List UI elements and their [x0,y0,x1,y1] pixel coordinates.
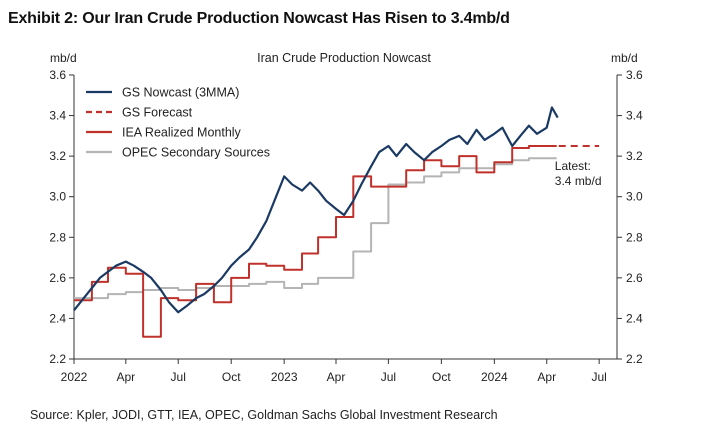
iran-production-chart: Iran Crude Production Nowcast mb/d mb/d … [49,51,643,384]
right-y-tick-label: 2.4 [626,311,643,325]
x-tick-label: 2023 [271,370,298,384]
left-y-tick-label: 2.4 [49,311,66,325]
axes: 2.2 2.2 2.4 2.4 2.6 2.6 2.8 2.8 3.0 3.0 3.2 3.2 3.4 3… [49,68,643,384]
x-tick-label: Oct [222,370,241,384]
series-lines [73,106,600,338]
annotation-line: 3.4 mb/d [555,174,602,188]
right-y-tick-label: 2.6 [626,271,643,285]
x-tick-label: Jul [171,370,186,384]
left-axis-unit: mb/d [50,51,77,65]
legend-label: IEA Realized Monthly [122,126,242,140]
x-tick-label: Apr [116,370,135,384]
series-line-gs-nowcast-3mma [73,106,559,314]
legend-label: OPEC Secondary Sources [122,146,270,160]
left-y-tick-label: 3.2 [49,149,66,163]
left-y-tick-label: 3.6 [49,68,66,82]
right-y-tick-label: 2.8 [626,230,643,244]
legend-label: GS Nowcast (3MMA) [122,86,239,100]
left-y-tick-label: 2.2 [49,352,66,366]
left-y-tick-label: 3.4 [49,109,66,123]
right-y-tick-label: 2.2 [626,352,643,366]
left-y-tick-label: 2.8 [49,230,66,244]
x-tick-label: Apr [537,370,556,384]
right-y-tick-label: 3.2 [626,149,643,163]
right-axis-unit: mb/d [611,51,638,65]
right-y-tick-label: 3.6 [626,68,643,82]
x-tick-label: 2024 [481,370,508,384]
x-tick-label: 2022 [61,370,88,384]
legend-label: GS Forecast [122,106,193,120]
x-tick-label: Jul [591,370,606,384]
x-tick-label: Oct [432,370,451,384]
right-y-tick-label: 3.4 [626,109,643,123]
legend: GS Nowcast (3MMA) GS Forecast IEA Realized… [86,86,270,160]
exhibit-title: Exhibit 2: Our Iran Crude Production Now… [8,10,510,27]
series-line-opec-secondary-sources [74,157,557,300]
x-tick-label: Apr [327,370,346,384]
latest-annotation: Latest:3.4 mb/d [555,159,602,188]
chart-title: Iran Crude Production Nowcast [257,51,431,65]
series-line-iea-realized-monthly [74,145,557,338]
annotation-line: Latest: [555,159,591,173]
left-y-tick-label: 3.0 [49,190,66,204]
left-y-tick-label: 2.6 [49,271,66,285]
source-note: Source: Kpler, JODI, GTT, IEA, OPEC, Gol… [30,408,498,422]
right-y-tick-label: 3.0 [626,190,643,204]
x-tick-label: Jul [381,370,396,384]
